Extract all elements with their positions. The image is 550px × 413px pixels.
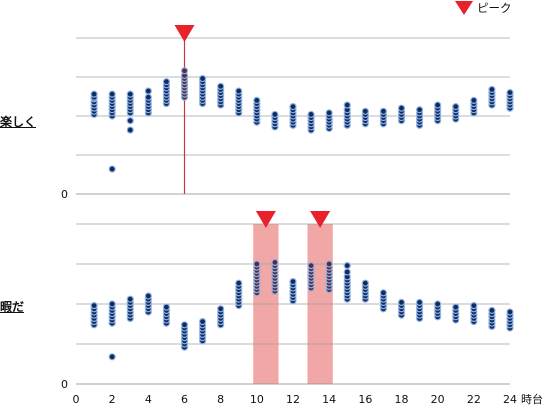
data-point: [164, 304, 169, 310]
peak-triangle-1: [310, 211, 331, 228]
x-tick-label: 24: [503, 393, 517, 406]
data-point: [489, 308, 495, 313]
data-point: [218, 83, 224, 89]
data-point: [453, 104, 459, 110]
data-point: [381, 108, 386, 114]
panel-label-bottom: 暇だ: [0, 300, 25, 314]
data-point: [182, 73, 187, 78]
data-point: [344, 102, 350, 108]
peak-triangle-0: [174, 25, 195, 42]
x-tick-label: 6: [181, 393, 188, 406]
data-point: [344, 274, 350, 280]
data-point: [254, 98, 260, 103]
data-point: [254, 261, 260, 267]
data-point: [127, 296, 133, 302]
data-point: [507, 90, 513, 95]
data-point: [127, 118, 133, 124]
data-point: [326, 110, 332, 116]
data-point: [127, 127, 133, 133]
data-point: [109, 91, 115, 97]
x-tick-label: 0: [73, 393, 80, 406]
data-point: [453, 304, 459, 310]
peak-triangle-0: [255, 211, 276, 228]
x-tick-label: 4: [145, 393, 152, 406]
data-point: [218, 306, 224, 312]
x-tick-label: 20: [431, 393, 445, 406]
data-point: [272, 260, 278, 265]
x-tick-label: 8: [217, 393, 224, 406]
peak-triangle-icon: [455, 1, 473, 15]
x-tick-label: 18: [395, 393, 409, 406]
data-point: [344, 107, 350, 113]
data-point: [109, 354, 115, 360]
data-point: [435, 102, 441, 108]
data-point: [236, 88, 242, 94]
data-point: [399, 300, 404, 305]
data-point: [109, 166, 115, 172]
data-point: [308, 112, 314, 117]
x-tick-label: 2: [109, 393, 116, 406]
data-point: [308, 263, 314, 268]
data-point: [381, 290, 386, 296]
x-tick-label: 22: [467, 393, 481, 406]
data-point: [489, 87, 495, 92]
data-point: [200, 319, 205, 324]
data-point: [326, 261, 332, 267]
data-point: [200, 76, 205, 81]
data-point: [435, 301, 441, 307]
x-tick-label: 16: [358, 393, 372, 406]
x-tick-label: 14: [322, 393, 336, 406]
legend: ピーク: [455, 0, 512, 16]
data-point: [91, 91, 97, 97]
data-point: [399, 105, 404, 111]
data-point: [507, 309, 513, 315]
data-point: [145, 94, 151, 100]
panel-label-top: 楽しく: [0, 115, 37, 129]
data-point: [362, 280, 368, 286]
x-axis-unit: 時台: [521, 392, 543, 406]
y-tick-label: 0: [61, 188, 68, 201]
data-point: [272, 112, 278, 117]
data-point: [145, 293, 151, 299]
data-point: [362, 108, 368, 114]
data-point: [471, 98, 477, 103]
data-point: [471, 303, 477, 308]
legend-label: ピーク: [477, 1, 512, 15]
data-point: [290, 104, 296, 110]
data-point: [236, 280, 242, 286]
data-point: [145, 88, 151, 94]
data-point: [109, 301, 115, 307]
data-point: [344, 269, 350, 275]
data-point: [182, 322, 187, 328]
data-point: [344, 263, 350, 268]
x-tick-label: 12: [286, 393, 300, 406]
y-tick-label: 0: [61, 378, 68, 391]
data-point: [164, 79, 169, 85]
data-point: [290, 279, 296, 284]
data-point: [127, 91, 133, 97]
data-point: [91, 303, 97, 308]
x-tick-label: 10: [250, 393, 264, 406]
data-point: [417, 107, 422, 113]
data-point: [417, 300, 422, 305]
data-point: [182, 68, 187, 74]
